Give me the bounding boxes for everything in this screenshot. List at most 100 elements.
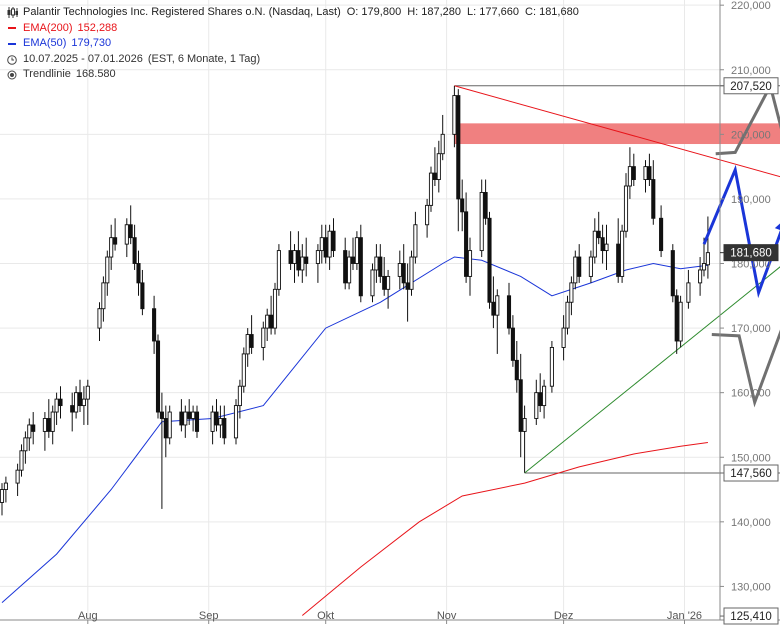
candle bbox=[354, 231, 359, 270]
x-tick-label: Dez bbox=[554, 610, 574, 622]
ohlc-item: H: 187,280 bbox=[407, 6, 462, 18]
candle bbox=[460, 179, 465, 232]
candle bbox=[194, 405, 200, 438]
candle bbox=[128, 205, 133, 245]
y-tick-label: 180,000 bbox=[731, 259, 771, 271]
candlesticks bbox=[0, 85, 710, 516]
candle bbox=[565, 295, 570, 335]
candle bbox=[350, 237, 356, 270]
candle bbox=[27, 418, 32, 451]
candle bbox=[651, 160, 656, 225]
candle bbox=[577, 244, 582, 283]
candle bbox=[347, 250, 352, 290]
candle bbox=[300, 244, 305, 283]
candle bbox=[214, 399, 219, 432]
svg-text:125,410: 125,410 bbox=[730, 611, 772, 623]
candle bbox=[132, 224, 137, 270]
x-tick-label: Nov bbox=[437, 610, 457, 622]
candle bbox=[483, 179, 488, 225]
svg-text:207,520: 207,520 bbox=[730, 81, 772, 93]
candle bbox=[241, 347, 246, 393]
candle bbox=[124, 218, 129, 258]
legend-label: 10.07.2025 - 07.01.2026 bbox=[23, 52, 143, 65]
candle bbox=[23, 431, 28, 464]
y-tick-label: 160,000 bbox=[731, 388, 771, 400]
candle bbox=[409, 250, 414, 296]
candle bbox=[678, 295, 683, 348]
candle bbox=[70, 392, 75, 432]
red-line-icon bbox=[6, 27, 18, 30]
candle bbox=[261, 321, 266, 361]
chart-legend: Palantir Technologies Inc. Registered Sh… bbox=[6, 5, 579, 83]
candle bbox=[245, 328, 250, 367]
candle bbox=[288, 231, 293, 270]
legend-item: Trendlinie 168.580 bbox=[6, 67, 579, 83]
price-label: 181,680 bbox=[720, 244, 779, 262]
candle bbox=[510, 315, 515, 367]
candle bbox=[705, 216, 710, 279]
instrument-title: Palantir Technologies Inc. Registered Sh… bbox=[23, 6, 341, 18]
candle bbox=[495, 289, 500, 354]
candlestick-icon bbox=[6, 7, 18, 19]
candle bbox=[58, 386, 63, 419]
candle bbox=[386, 269, 391, 309]
candle bbox=[374, 244, 379, 283]
candle bbox=[31, 412, 36, 445]
candle bbox=[686, 269, 691, 309]
candle bbox=[343, 237, 348, 290]
candle bbox=[464, 192, 469, 283]
ema50-line bbox=[1, 256, 708, 603]
candle bbox=[105, 250, 110, 296]
candle bbox=[542, 379, 547, 419]
candle bbox=[323, 224, 328, 264]
candle bbox=[3, 476, 8, 503]
candle bbox=[140, 269, 145, 316]
candle bbox=[440, 114, 445, 161]
candle bbox=[74, 386, 79, 419]
trendlines bbox=[454, 85, 780, 474]
candle bbox=[370, 263, 375, 303]
legend-value: 152,288 bbox=[77, 21, 118, 34]
candle bbox=[382, 257, 387, 296]
candle bbox=[452, 85, 457, 148]
candle bbox=[487, 211, 492, 309]
candle bbox=[210, 405, 215, 445]
candle bbox=[561, 315, 566, 361]
candle bbox=[15, 463, 20, 496]
y-tick-label: 190,000 bbox=[731, 194, 771, 206]
resistance-trendline bbox=[454, 85, 780, 178]
blue-line-icon bbox=[6, 42, 18, 45]
candle bbox=[269, 295, 274, 335]
triangle-scenario-arrow bbox=[702, 164, 780, 299]
y-tick-label: 140,000 bbox=[731, 517, 771, 529]
legend-value: (EST, 6 Monate, 1 Tag) bbox=[147, 52, 261, 65]
candle bbox=[432, 147, 437, 186]
candle bbox=[191, 405, 196, 432]
candle bbox=[222, 405, 227, 445]
candle bbox=[600, 224, 605, 264]
price-label: 125,410 bbox=[720, 607, 779, 625]
candle bbox=[596, 211, 601, 245]
candle bbox=[331, 218, 336, 258]
candle bbox=[0, 483, 5, 516]
candle bbox=[604, 224, 609, 270]
candle bbox=[315, 244, 320, 283]
candle bbox=[81, 386, 86, 425]
candle bbox=[538, 373, 543, 413]
candle bbox=[378, 244, 383, 283]
target-icon bbox=[6, 70, 18, 80]
candle bbox=[479, 179, 484, 258]
candle bbox=[113, 218, 118, 251]
ohlc-values: O: 179,800 H: 187,280 L: 177,660 C: 181,680 bbox=[341, 5, 579, 21]
candle bbox=[187, 399, 192, 425]
candle bbox=[413, 211, 418, 264]
candle bbox=[631, 153, 636, 186]
candle bbox=[569, 276, 574, 316]
candle bbox=[249, 315, 254, 354]
clock-icon bbox=[6, 54, 18, 65]
candle bbox=[647, 153, 652, 186]
bearish-scenario-arrow bbox=[711, 329, 780, 408]
x-tick-label: Jan '26 bbox=[667, 610, 702, 622]
